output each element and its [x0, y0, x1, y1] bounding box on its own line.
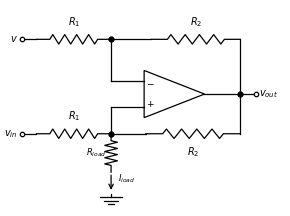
Text: $v$: $v$ — [10, 34, 18, 44]
Text: $I_{load}$: $I_{load}$ — [118, 173, 135, 185]
Text: $R_2$: $R_2$ — [187, 146, 199, 159]
Text: $-$: $-$ — [146, 79, 155, 87]
Text: $v_{in}$: $v_{in}$ — [4, 128, 18, 140]
Text: $v_{out}$: $v_{out}$ — [259, 88, 278, 100]
Text: $R_2$: $R_2$ — [190, 15, 202, 29]
Text: $+$: $+$ — [146, 99, 155, 109]
Text: $R_1$: $R_1$ — [68, 15, 80, 29]
Text: $R_1$: $R_1$ — [68, 110, 80, 124]
Text: $R_{load}$: $R_{load}$ — [86, 147, 107, 159]
